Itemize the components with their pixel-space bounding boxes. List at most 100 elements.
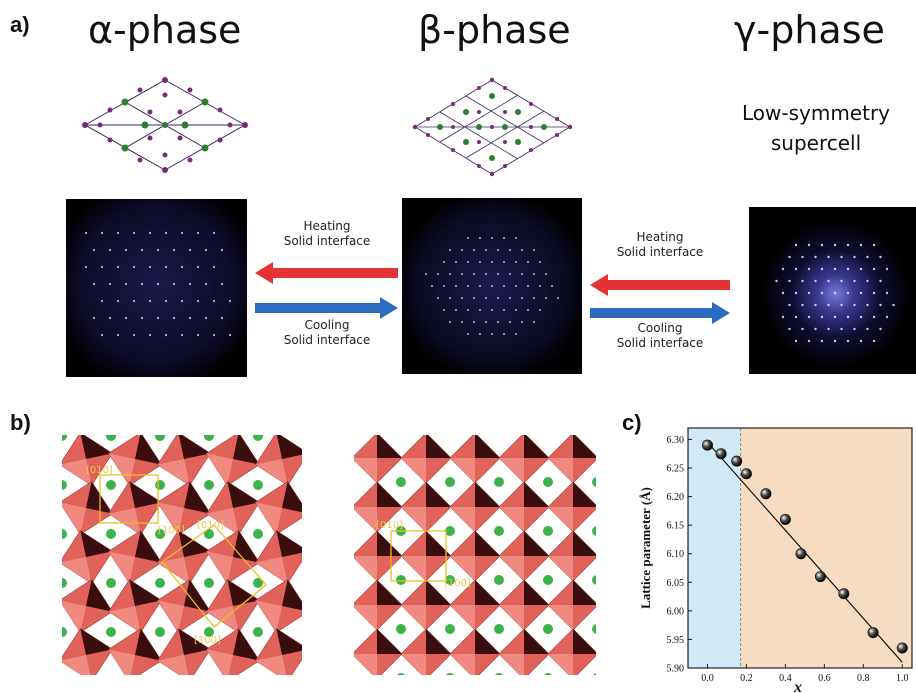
diffraction-spot	[879, 327, 882, 331]
diffraction-spot	[479, 285, 481, 287]
cation-sphere	[445, 526, 455, 536]
octahedron	[157, 579, 211, 633]
diffraction-spot	[872, 243, 876, 247]
cation-sphere	[106, 480, 116, 490]
diffraction-spot	[503, 285, 505, 287]
diffraction-spot	[533, 321, 535, 323]
diffraction-spot	[788, 279, 791, 283]
octahedron	[354, 628, 403, 675]
cation-sphere	[494, 477, 504, 487]
octahedron	[498, 628, 550, 675]
diffraction-spot	[775, 279, 778, 283]
octahedron	[400, 579, 452, 631]
cation-sphere	[445, 575, 455, 585]
octahedron	[62, 481, 113, 535]
diffraction-spot	[148, 231, 152, 235]
y-tick-label: 6.10	[667, 549, 685, 560]
diffraction-spot	[148, 333, 152, 337]
diffraction-spot	[820, 267, 824, 271]
arrow2-heating-label: Heating Solid interface	[595, 230, 725, 260]
diffraction-spot	[515, 237, 517, 239]
diffraction-spot	[503, 333, 505, 335]
diffraction-spot	[164, 333, 168, 337]
octahedron	[206, 530, 260, 584]
octahedron	[547, 579, 596, 631]
arrow1-heating-line2: Solid interface	[283, 234, 371, 248]
octahedron	[108, 435, 162, 486]
cation-sphere	[494, 575, 504, 585]
diffraction-spot	[872, 267, 876, 271]
y-tick-label: 6.00	[667, 606, 685, 617]
diffraction-spot	[827, 255, 830, 259]
diffraction-spot	[188, 248, 192, 252]
x-tick-label: 0.6	[818, 673, 831, 684]
cation-sphere	[155, 480, 165, 490]
octahedron	[157, 530, 211, 584]
alpha-diffraction-image	[66, 199, 247, 377]
diffraction-spot	[443, 285, 445, 287]
diffraction-spot	[801, 255, 804, 259]
diffraction-spot	[449, 273, 451, 275]
diffraction-spot	[92, 282, 96, 286]
data-point	[779, 513, 791, 525]
octahedron	[108, 481, 162, 535]
cation-sphere	[445, 477, 455, 487]
diffraction-spot	[212, 333, 216, 337]
diffraction-spot	[431, 285, 433, 287]
diffraction-spot	[220, 316, 224, 320]
diffraction-spot	[220, 282, 224, 286]
diffraction-spot	[212, 299, 216, 303]
diffraction-spot	[872, 291, 876, 295]
cation-sphere	[204, 627, 214, 637]
plot-frame	[687, 427, 913, 669]
diffraction-spot	[872, 315, 876, 319]
diffraction-spot	[467, 333, 469, 335]
cation-sphere	[253, 435, 263, 441]
diffraction-spot	[132, 299, 136, 303]
diffraction-spot	[188, 316, 192, 320]
octahedron	[157, 481, 211, 535]
diffraction-spot	[196, 265, 200, 269]
diffraction-spot	[485, 249, 487, 251]
beta-diffraction-image	[402, 198, 582, 374]
octahedron	[498, 481, 550, 533]
diffraction-spot	[437, 273, 439, 275]
diffraction-spot	[473, 273, 475, 275]
diffraction-spot	[116, 231, 120, 235]
octahedron	[449, 628, 501, 675]
diffraction-spot	[840, 327, 843, 331]
diffraction-spot	[509, 321, 511, 323]
supercell-note-line2: supercell	[770, 131, 862, 155]
diffraction-spot	[497, 297, 499, 299]
cation-sphere	[396, 575, 406, 585]
y-tick-label: 6.20	[667, 492, 685, 503]
diffraction-spot	[449, 321, 451, 323]
diffraction-spot	[497, 249, 499, 251]
diffraction-spot	[820, 291, 824, 295]
left-label-010-a: [010]	[86, 465, 113, 476]
diffraction-spot	[801, 303, 804, 307]
cation-sphere	[396, 624, 406, 634]
cation-sphere	[253, 529, 263, 539]
octahedron	[449, 435, 501, 484]
diffraction-spot	[794, 291, 798, 295]
cation-sphere	[445, 624, 455, 634]
octahedron	[449, 481, 501, 533]
diffraction-spot	[485, 273, 487, 275]
cation-sphere	[543, 624, 553, 634]
diffraction-spot	[148, 299, 152, 303]
cation-sphere	[593, 673, 596, 675]
arrow2-heating-arrow	[590, 274, 730, 296]
octahedron	[400, 628, 452, 675]
diffraction-spot	[807, 339, 811, 343]
diffraction-spot	[545, 273, 547, 275]
data-point	[867, 627, 879, 639]
diffraction-spot	[497, 273, 499, 275]
diffraction-spot	[188, 282, 192, 286]
cation-sphere	[62, 529, 67, 539]
cation-sphere	[396, 477, 406, 487]
diffraction-spot	[859, 243, 863, 247]
diffraction-spot	[814, 303, 817, 307]
diffraction-spot	[879, 255, 882, 259]
diffraction-spot	[503, 309, 505, 311]
